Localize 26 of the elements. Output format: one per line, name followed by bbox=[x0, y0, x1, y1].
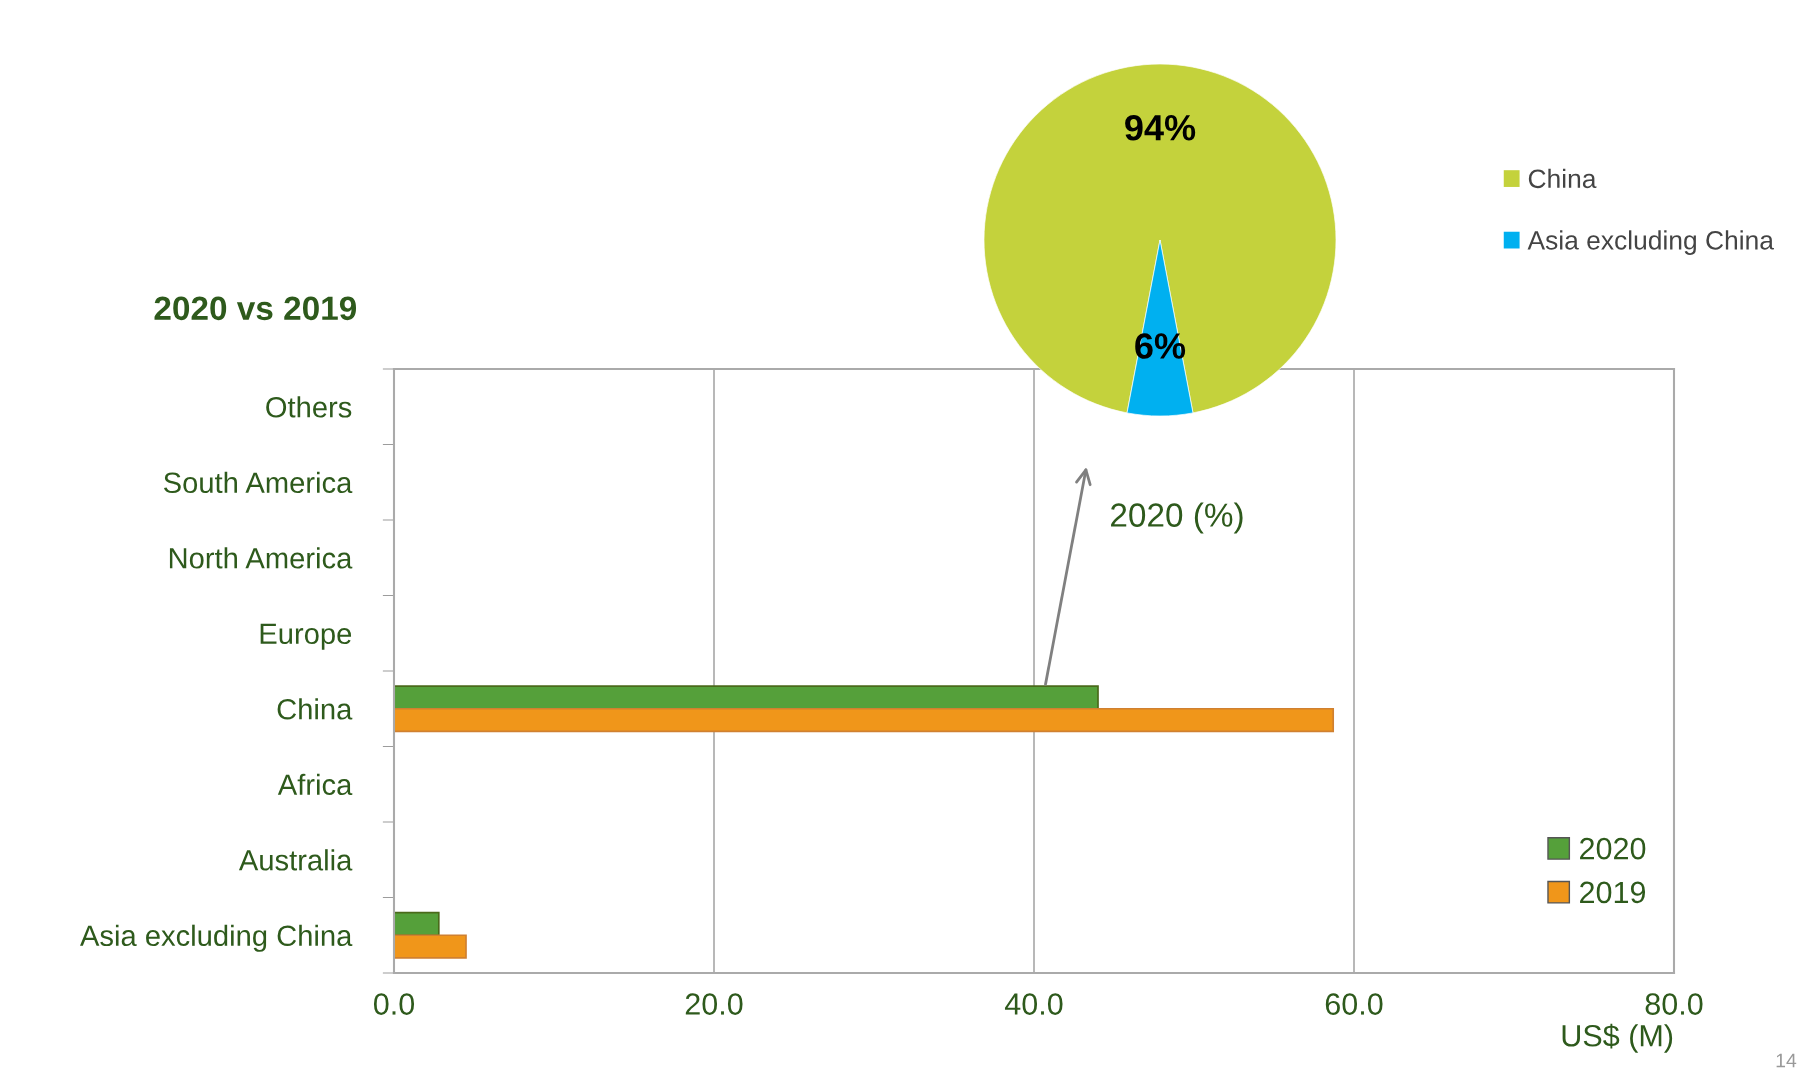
bar bbox=[394, 707, 1335, 733]
x-tick-label: 20.0 bbox=[685, 993, 743, 1015]
text: 2020 (%) bbox=[1111, 502, 1243, 534]
legend-label: China bbox=[1528, 168, 1597, 189]
data-label: 94% bbox=[1125, 115, 1196, 141]
x-tick-label: 0.0 bbox=[373, 993, 415, 1015]
y-tick-label: South America bbox=[163, 471, 353, 494]
x-tick-label: 40.0 bbox=[1004, 993, 1063, 1015]
legend-label: 2019 bbox=[1580, 881, 1646, 904]
pie-slice bbox=[983, 63, 1337, 414]
legend-label: Asia excluding China bbox=[1527, 230, 1774, 255]
y-tick-label: China bbox=[277, 698, 353, 720]
y-tick-label: North America bbox=[169, 547, 353, 569]
x-axis-title: US$ (M) bbox=[1562, 1023, 1673, 1053]
text: 14 bbox=[1776, 1053, 1797, 1068]
x-tick-label: 60.0 bbox=[1325, 993, 1383, 1015]
chart-title: 2020 vs 2019 bbox=[154, 296, 357, 321]
bar bbox=[394, 685, 1099, 710]
y-tick-label: Europe bbox=[260, 623, 352, 650]
y-tick-label: Australia bbox=[238, 849, 353, 871]
y-tick-label: Africa bbox=[277, 773, 353, 796]
y-tick-label: Asia excluding China bbox=[80, 924, 353, 952]
x-tick-label: 80.0 bbox=[1645, 993, 1703, 1015]
bar bbox=[394, 934, 467, 959]
y-tick-label: Others bbox=[266, 396, 352, 418]
legend-label: 2020 bbox=[1580, 837, 1646, 860]
